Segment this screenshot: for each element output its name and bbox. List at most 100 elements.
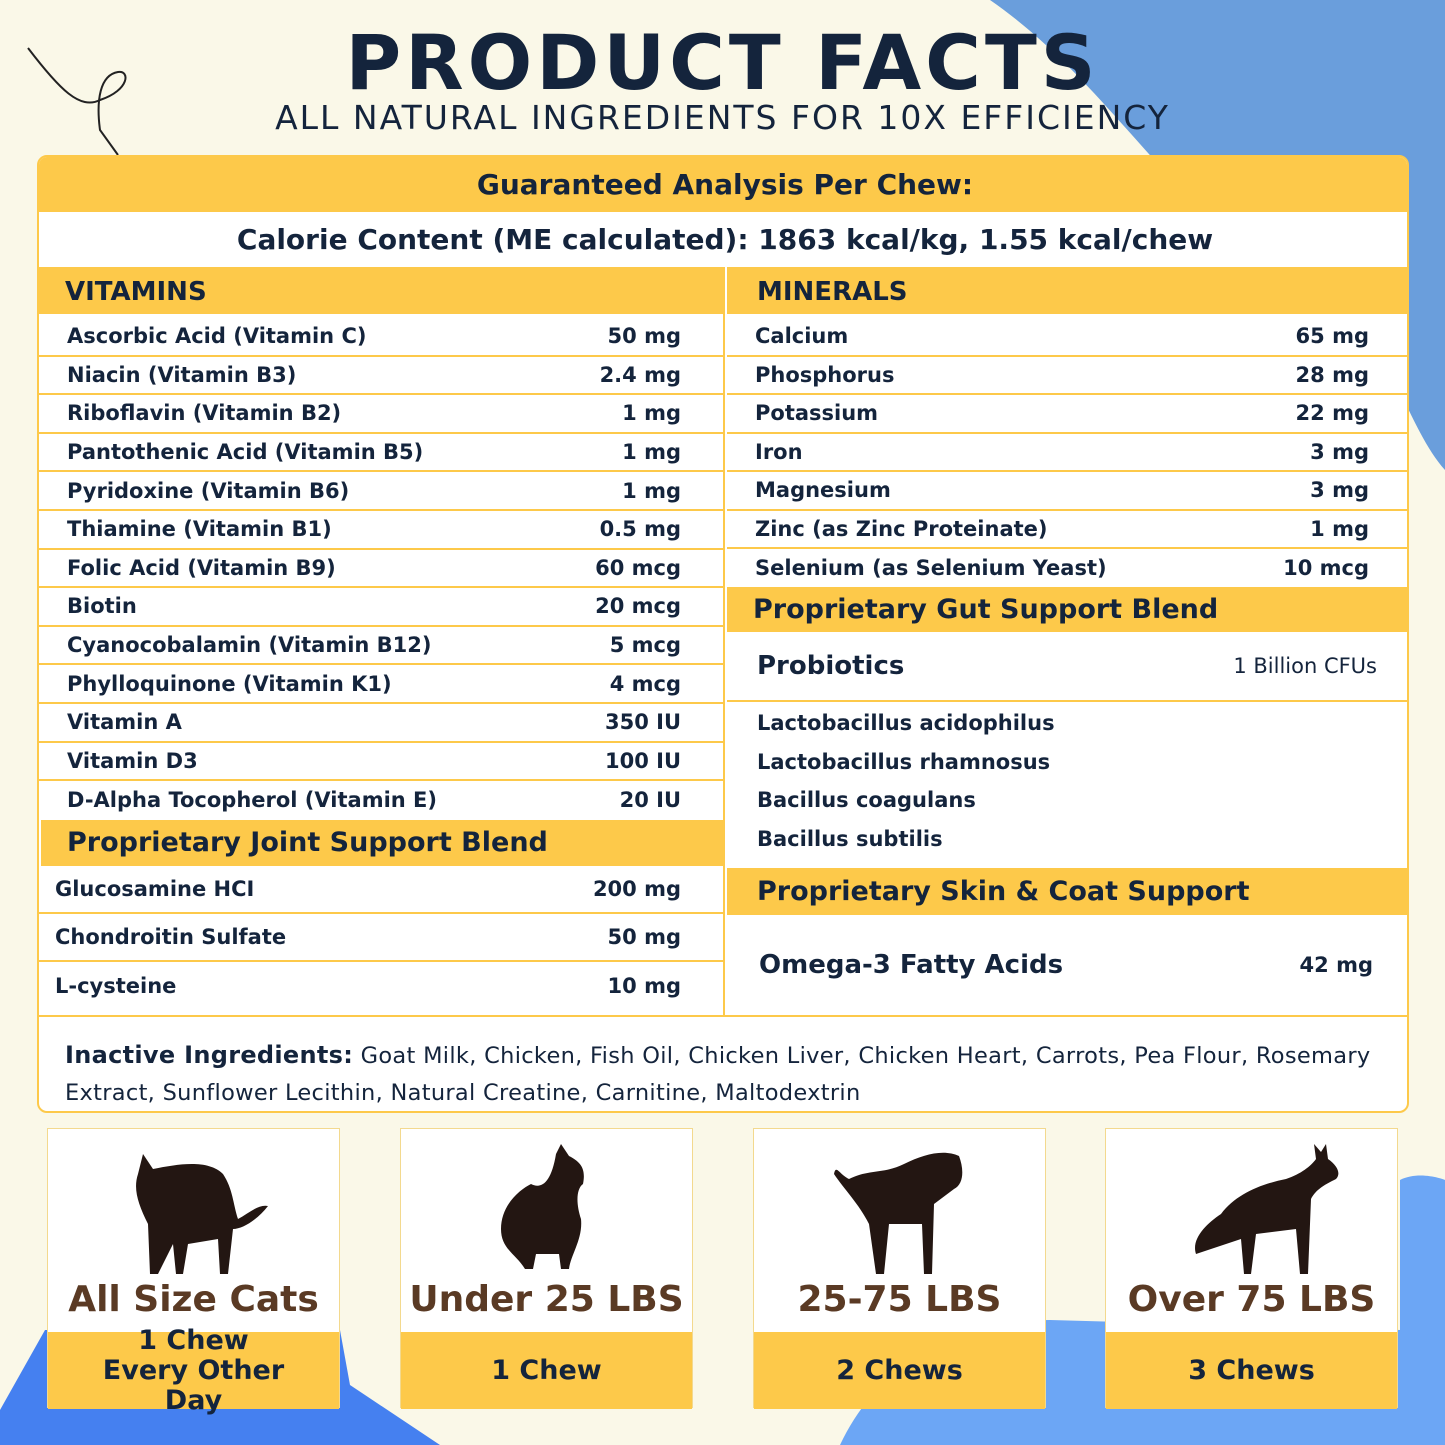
dosage-weight-label: All Size Cats [68,1279,319,1320]
omega-row: Omega-3 Fatty Acids 42 mg [727,915,1407,1015]
nutrient-name: Magnesium [755,478,891,503]
dosage-weight-label: Over 75 LBS [1127,1279,1376,1320]
nutrient-amount: 1 mg [622,401,681,426]
minerals-row: Phosphorus 28 mg [727,357,1407,395]
nutrient-name: Folic Acid (Vitamin B9) [67,555,336,580]
nutrient-amount: 50 mg [607,925,681,949]
vitamins-row: D-Alpha Tocopherol (Vitamin E) 20 IU [39,781,723,820]
nutrient-name: Calcium [755,324,849,349]
strain-item: Lactobacillus rhamnosus [757,749,1051,774]
medium-dog-icon [834,1152,963,1274]
inactive-label: Inactive Ingredients: [65,1041,354,1069]
nutrient-name: Phylloquinone (Vitamin K1) [67,671,392,696]
nutrient-amount: 100 IU [604,748,681,773]
nutrient-amount: 28 mg [1295,362,1369,387]
dosage-card: All Size Cats 1 Chew Every Other Day [47,1128,340,1415]
nutrient-name: Zinc (as Zinc Proteinate) [755,516,1048,541]
dosage-amount-text: 3 Chews [1188,1354,1315,1386]
page-title: PRODUCT FACTS [345,18,1100,107]
minerals-row: Iron 3 mg [727,434,1407,472]
minerals-header: MINERALS [727,267,1407,314]
omega-amount: 42 mg [1299,953,1373,977]
dosage-amount-text: 1 Chew Every Other Day [102,1324,285,1416]
nutrient-amount: 1 mg [622,440,681,465]
nutrient-name: Thiamine (Vitamin B1) [67,517,332,542]
cat-icon [136,1154,268,1274]
nutrient-name: Chondroitin Sulfate [55,925,287,949]
analysis-panel: Guaranteed Analysis Per Chew: Calorie Co… [37,155,1409,1113]
nutrient-amount: 1 mg [1310,516,1369,541]
nutrient-name: Vitamin A [67,710,182,735]
nutrient-name: Ascorbic Acid (Vitamin C) [67,324,367,349]
page-subtitle: ALL NATURAL INGREDIENTS FOR 10X EFFICIEN… [275,98,1170,137]
nutrient-amount: 20 IU [619,788,681,813]
omega-label: Omega-3 Fatty Acids [759,950,1064,980]
nutrient-name: Riboflavin (Vitamin B2) [67,401,342,426]
minerals-list: Calcium 65 mg Phosphorus 28 mg Potassium 22 m… [727,314,1407,588]
joint-row: L-cysteine 10 mg [39,962,723,1010]
probiotics-label: Probiotics [757,651,905,681]
nutrient-amount: 50 mg [607,324,681,349]
nutrient-name: Vitamin D3 [67,748,198,773]
nutrient-amount: 4 mcg [609,671,681,696]
vitamins-list: Ascorbic Acid (Vitamin C) 50 mg Niacin (Vi… [39,314,723,820]
nutrient-amount: 22 mg [1295,401,1369,426]
vitamins-row: Cyanocobalamin (Vitamin B12) 5 mcg [39,627,723,666]
vitamins-row: Vitamin A 350 IU [39,704,723,743]
large-dog-icon [1195,1144,1339,1274]
nutrient-name: Phosphorus [755,362,895,387]
gut-header: Proprietary Gut Support Blend [727,587,1407,632]
vitamins-row: Niacin (Vitamin B3) 2.4 mg [39,357,723,396]
calorie-content: Calorie Content (ME calculated): 1863 kc… [236,223,1214,256]
nutrient-amount: 65 mg [1295,324,1369,349]
small-dog-icon [501,1144,584,1269]
dosage-amount: 1 Chew [401,1332,692,1409]
nutrient-amount: 5 mcg [609,633,681,658]
dosage-card: Over 75 LBS 3 Chews [1105,1128,1398,1409]
nutrient-name: Glucosamine HCI [55,877,255,901]
nutrient-amount: 10 mcg [1283,556,1369,581]
probiotics-amount: 1 Billion CFUs [1233,654,1377,678]
vitamins-row: Vitamin D3 100 IU [39,743,723,782]
strain-item: Bacillus subtilis [757,826,943,851]
joint-row: Chondroitin Sulfate 50 mg [39,914,723,962]
joint-header: Proprietary Joint Support Blend [41,820,723,866]
vitamins-row: Pantothenic Acid (Vitamin B5) 1 mg [39,434,723,473]
vitamins-row: Phylloquinone (Vitamin K1) 4 mcg [39,665,723,704]
vitamins-header: VITAMINS [39,267,723,314]
vitamins-row: Biotin 20 mcg [39,588,723,627]
nutrient-amount: 0.5 mg [599,517,681,542]
nutrient-name: Cyanocobalamin (Vitamin B12) [67,633,432,658]
nutrient-name: D-Alpha Tocopherol (Vitamin E) [67,788,437,813]
joint-row: Glucosamine HCI 200 mg [39,866,723,914]
vitamins-row: Folic Acid (Vitamin B9) 60 mcg [39,550,723,589]
nutrient-amount: 20 mcg [595,594,681,619]
nutrient-amount: 350 IU [604,710,681,735]
minerals-row: Calcium 65 mg [727,318,1407,357]
nutrient-name: Selenium (as Selenium Yeast) [755,556,1107,581]
minerals-row: Potassium 22 mg [727,395,1407,434]
minerals-row: Zinc (as Zinc Proteinate) 1 mg [727,511,1407,549]
nutrient-name: Niacin (Vitamin B3) [67,362,297,387]
nutrient-name: Potassium [755,401,879,426]
nutrient-name: Iron [755,439,803,464]
minerals-row: Selenium (as Selenium Yeast) 10 mcg [727,549,1407,588]
skin-header: Proprietary Skin & Coat Support [727,868,1407,915]
nutrient-name: L-cysteine [55,974,177,998]
nutrient-amount: 3 mg [1310,478,1369,503]
right-column: MINERALS Calcium 65 mg Phosphorus 28 mg Pota… [727,267,1407,1015]
probiotics-row: Probiotics 1 Billion CFUs [727,632,1407,702]
dosage-amount: 3 Chews [1106,1332,1397,1409]
dosage-weight-label: 25-75 LBS [797,1279,1002,1320]
vitamins-row: Riboflavin (Vitamin B2) 1 mg [39,395,723,434]
strain-list: Lactobacillus acidophilus Lactobacillus r… [727,702,1407,868]
dosage-card: 25-75 LBS 2 Chews [753,1128,1046,1409]
nutrient-amount: 10 mg [607,974,681,998]
nutrient-amount: 60 mcg [595,555,681,580]
left-column: VITAMINS Ascorbic Acid (Vitamin C) 50 mg N… [39,267,725,1015]
nutrient-name: Biotin [67,594,137,619]
nutrient-amount: 1 mg [622,478,681,503]
dosage-weight-label: Under 25 LBS [409,1279,684,1320]
dosage-amount-text: 2 Chews [836,1354,963,1386]
inactive-text: Goat Milk, Chicken, Fish Oil, Chicken Li… [65,1043,1371,1106]
